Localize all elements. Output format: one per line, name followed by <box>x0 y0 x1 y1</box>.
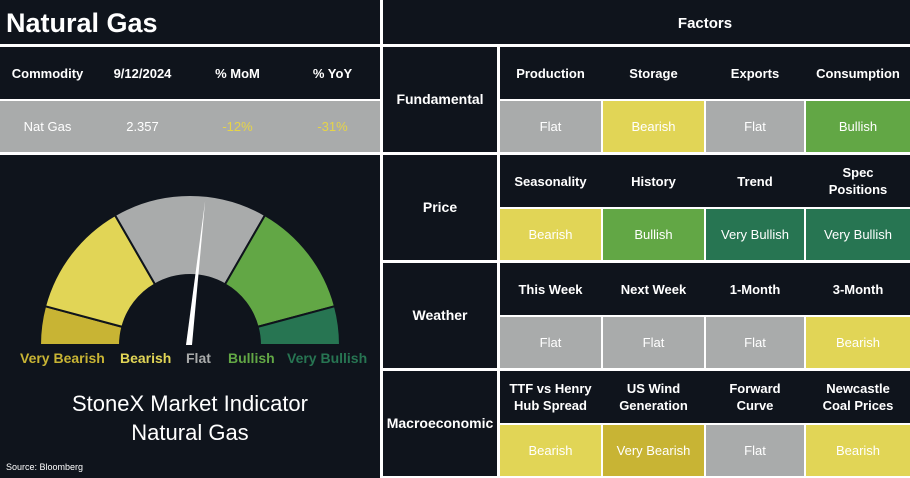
factor-name: TTF vs Henry Hub Spread <box>509 381 592 413</box>
factor-value: Flat <box>706 317 804 368</box>
factor-name: Trend <box>737 173 773 189</box>
factor-value: Flat <box>706 425 804 476</box>
factor-category-cell <box>383 263 497 368</box>
factor-value: Very Bullish <box>806 209 910 260</box>
factor-category-label: Weather <box>412 307 468 323</box>
factor-name: US Wind Generation <box>619 381 688 413</box>
label-flat: Flat <box>186 350 211 366</box>
commodity-yoy: -31% <box>317 119 348 134</box>
factor-name: Storage <box>629 65 678 81</box>
factor-value: Bearish <box>603 101 704 152</box>
gauge-legend: Very Bearish Bearish Flat Bullish Very B… <box>0 350 380 370</box>
factor-name: Spec Positions <box>828 165 888 197</box>
commodity-name: Nat Gas <box>23 119 72 134</box>
factor-value: Bullish <box>806 101 910 152</box>
gauge-segment-very-bullish <box>256 304 342 346</box>
factor-header-row <box>500 47 910 99</box>
factor-value: Bearish <box>806 317 910 368</box>
factor-header-row <box>500 263 910 315</box>
factor-value: Very Bullish <box>706 209 804 260</box>
mom-col-header: % MoM <box>215 65 260 81</box>
commodity-mom: -12% <box>222 119 253 134</box>
factor-category-cell <box>383 47 497 152</box>
factor-name: Production <box>516 65 585 81</box>
factor-category-label: Price <box>422 199 458 215</box>
gauge-needle <box>186 200 206 345</box>
label-very-bearish: Very Bearish <box>20 350 105 366</box>
factor-category-cell <box>383 155 497 260</box>
factor-value: Flat <box>500 101 601 152</box>
factor-value: Bearish <box>806 425 910 476</box>
gauge-segment-flat <box>113 194 267 286</box>
page-title: Natural Gas <box>6 8 158 38</box>
gauge-chart <box>38 194 342 346</box>
factor-value: Very Bearish <box>603 425 704 476</box>
commodity-data-row <box>0 101 380 152</box>
factor-name: This Week <box>518 281 583 297</box>
title-panel <box>0 0 380 44</box>
indicator-line-2: Natural Gas <box>131 420 249 445</box>
yoy-col-header: % YoY <box>312 65 353 81</box>
factor-value: Bearish <box>500 209 601 260</box>
factor-name: Consumption <box>816 65 900 81</box>
factor-header-row <box>500 155 910 207</box>
factors-header-panel <box>383 0 910 44</box>
commodity-price: 2.357 <box>126 119 159 134</box>
factor-name: Next Week <box>620 281 687 297</box>
label-very-bullish: Very Bullish <box>287 350 368 366</box>
factor-name: Seasonality <box>514 173 587 189</box>
factor-value: Flat <box>500 317 601 368</box>
factor-category-cell <box>383 371 497 476</box>
commodity-header-row <box>0 47 380 99</box>
factors-title: Factors <box>677 15 733 32</box>
date-col-header: 9/12/2024 <box>113 65 172 81</box>
factor-name: Exports <box>730 65 780 81</box>
indicator-line-1: StoneX Market Indicator <box>71 391 308 416</box>
factor-name: Newcastle Coal Prices <box>822 381 894 413</box>
factor-name: 3-Month <box>832 281 884 297</box>
factor-category-label: Macroeconomic <box>386 415 494 431</box>
factor-value: Flat <box>706 101 804 152</box>
factor-value: Flat <box>603 317 704 368</box>
factor-value: Bearish <box>500 425 601 476</box>
factor-name: Forward Curve <box>729 381 781 413</box>
source-note: Source: Bloomberg <box>6 462 84 472</box>
commodity-col-header: Commodity <box>11 65 84 81</box>
factor-name: History <box>631 173 676 189</box>
factor-category-label: Fundamental <box>396 91 484 107</box>
factor-name: 1-Month <box>729 281 781 297</box>
factor-header-row <box>500 371 910 423</box>
label-bearish: Bearish <box>120 350 172 366</box>
indicator-caption: StoneX Market Indicator Natural Gas <box>0 389 380 447</box>
label-bullish: Bullish <box>228 350 275 366</box>
factor-value: Bullish <box>603 209 704 260</box>
